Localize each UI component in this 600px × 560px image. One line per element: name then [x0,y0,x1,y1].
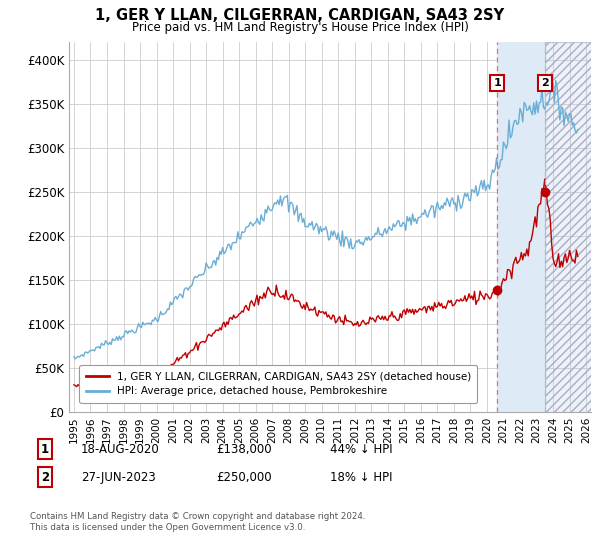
Text: 44% ↓ HPI: 44% ↓ HPI [330,442,392,456]
Text: 27-JUN-2023: 27-JUN-2023 [81,470,156,484]
Bar [545,42,595,412]
Text: 1: 1 [493,78,501,88]
Text: 2: 2 [41,470,49,484]
Text: 1: 1 [41,442,49,456]
Text: 18% ↓ HPI: 18% ↓ HPI [330,470,392,484]
Text: Price paid vs. HM Land Registry's House Price Index (HPI): Price paid vs. HM Land Registry's House … [131,21,469,34]
Text: Contains HM Land Registry data © Crown copyright and database right 2024.
This d: Contains HM Land Registry data © Crown c… [30,512,365,532]
Bar [545,42,595,412]
Text: 1, GER Y LLAN, CILGERRAN, CARDIGAN, SA43 2SY: 1, GER Y LLAN, CILGERRAN, CARDIGAN, SA43… [95,8,505,24]
Text: £250,000: £250,000 [216,470,272,484]
Text: 2: 2 [541,78,548,88]
Legend: 1, GER Y LLAN, CILGERRAN, CARDIGAN, SA43 2SY (detached house), HPI: Average pric: 1, GER Y LLAN, CILGERRAN, CARDIGAN, SA43… [79,365,478,403]
Text: £138,000: £138,000 [216,442,272,456]
Text: 18-AUG-2020: 18-AUG-2020 [81,442,160,456]
Bar [497,42,545,412]
